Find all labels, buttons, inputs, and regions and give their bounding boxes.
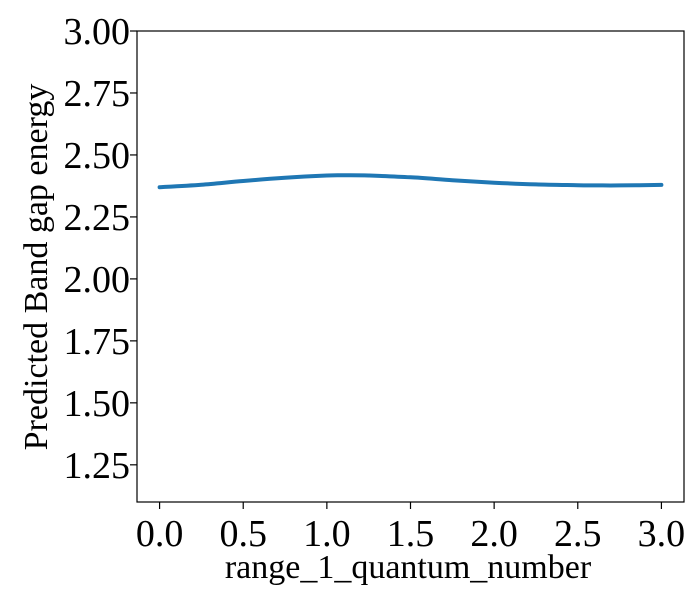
y-tick-label: 1.75 (64, 321, 131, 363)
plot-frame (136, 30, 685, 503)
y-axis-title: Predicted Band gap energy (18, 84, 55, 451)
series-line (157, 173, 664, 190)
x-axis-title: range_1_quantum_number (225, 549, 592, 586)
plot-area (157, 173, 664, 190)
y-tick-label: 2.25 (64, 197, 131, 239)
x-tick-label: 3.0 (638, 513, 686, 555)
y-tick-label: 1.50 (64, 383, 131, 425)
y-tick-label: 2.00 (64, 259, 131, 301)
y-axis-ticks: 1.25 1.50 1.75 2.00 2.25 2.50 2.75 3.00 (64, 11, 137, 487)
y-tick-label: 1.25 (64, 445, 131, 487)
x-tick-label: 2.5 (554, 513, 602, 555)
x-tick-label: 2.0 (470, 513, 518, 555)
y-tick-label: 2.50 (64, 135, 131, 177)
x-tick-label: 1.5 (387, 513, 435, 555)
x-tick-label: 1.0 (303, 513, 351, 555)
x-axis-ticks: 0.0 0.5 1.0 1.5 2.0 2.5 3.0 (136, 502, 685, 555)
x-tick-label: 0.0 (136, 513, 184, 555)
y-tick-label: 3.00 (64, 11, 131, 53)
x-tick-label: 0.5 (219, 513, 267, 555)
y-tick-label: 2.75 (64, 73, 131, 115)
